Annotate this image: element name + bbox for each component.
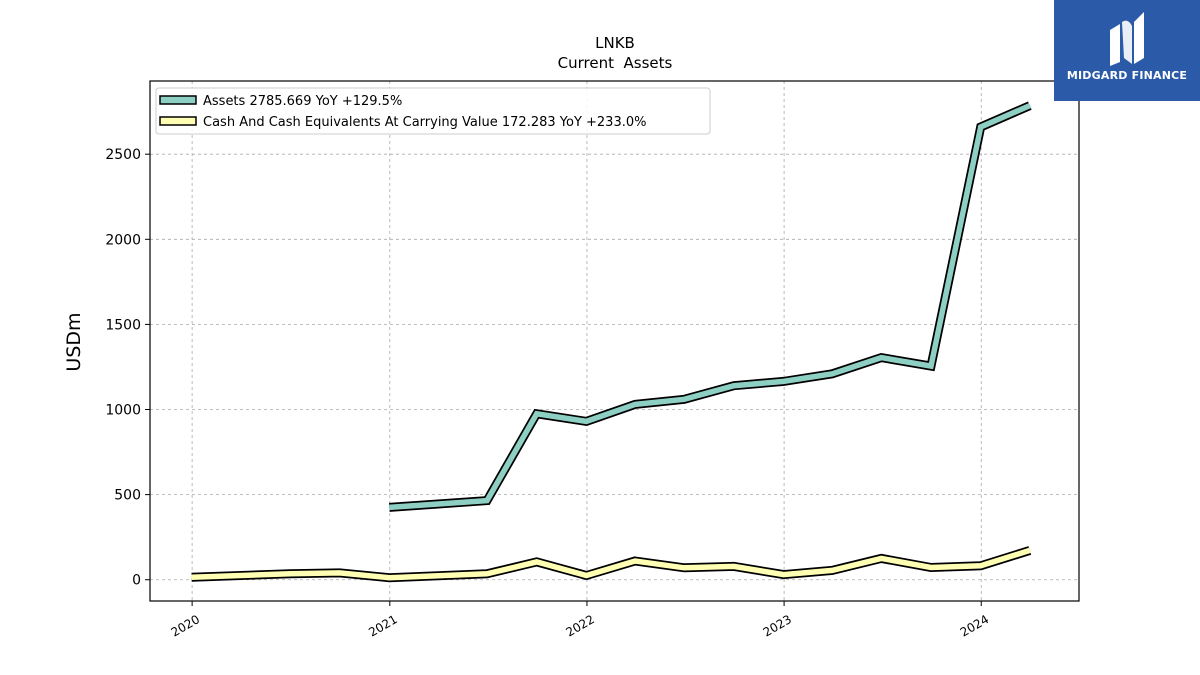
data-point <box>683 398 685 400</box>
y-axis-label: USDm <box>63 312 85 371</box>
data-point <box>388 506 390 508</box>
data-point <box>930 566 932 569</box>
data-point <box>289 573 291 575</box>
data-point <box>782 574 785 576</box>
legend-swatch <box>159 95 197 105</box>
legend-frame <box>155 87 711 135</box>
plot-frame <box>149 80 1080 602</box>
legend: Assets 2785.669 YoY +129.5% Cash And Cash… <box>155 87 711 135</box>
chart-subtitle: Current Assets <box>558 54 673 72</box>
data-point <box>585 574 588 577</box>
x-tick-label: 2021 <box>366 612 399 639</box>
data-point <box>536 561 538 563</box>
data-point <box>486 499 488 502</box>
data-point <box>1029 549 1031 551</box>
data-point <box>634 560 636 562</box>
series-line <box>191 547 1031 581</box>
data-point <box>980 126 982 128</box>
data-point <box>782 380 785 383</box>
y-tick-label: 1500 <box>105 317 141 333</box>
midgard-finance-logo: MIDGARD FINANCE <box>1054 0 1200 101</box>
series-1 <box>388 101 1032 512</box>
data-point <box>486 573 488 575</box>
data-point <box>1029 104 1031 107</box>
data-point <box>683 567 685 569</box>
logo-text: MIDGARD FINANCE <box>1066 69 1188 82</box>
data-point <box>880 356 882 359</box>
x-tick-label: 2023 <box>761 612 794 639</box>
data-point <box>980 565 982 567</box>
data-point <box>733 385 735 387</box>
data-point <box>831 373 833 375</box>
series-2 <box>190 546 1032 583</box>
data-point <box>831 569 833 571</box>
data-point <box>930 365 932 367</box>
legend-label: Assets 2785.669 YoY +129.5% <box>203 94 402 109</box>
data-point <box>388 577 390 579</box>
legend-swatch <box>159 116 197 126</box>
x-tick-label: 2024 <box>958 612 991 639</box>
data-point <box>536 413 538 415</box>
series-layer <box>190 101 1032 583</box>
data-point <box>880 557 882 560</box>
x-tick-label: 2020 <box>169 612 202 639</box>
grid <box>150 81 1079 601</box>
legend-label: Cash And Cash Equivalents At Carrying Va… <box>203 115 646 130</box>
x-tick-label: 2022 <box>563 612 596 639</box>
data-point <box>733 565 735 568</box>
y-tick-label: 2500 <box>105 147 141 163</box>
logo-mark-icon <box>1110 12 1144 66</box>
data-point <box>338 572 341 574</box>
y-tick-label: 1000 <box>105 403 141 419</box>
y-tick-label: 0 <box>132 573 141 589</box>
data-point <box>190 576 193 578</box>
series-outline <box>388 101 1032 512</box>
chart-title: LNKB <box>595 34 635 52</box>
data-point <box>634 403 636 406</box>
y-tick-label: 500 <box>114 488 141 504</box>
y-tick-label: 2000 <box>105 232 141 248</box>
data-point <box>585 420 588 423</box>
series-line <box>389 103 1031 511</box>
